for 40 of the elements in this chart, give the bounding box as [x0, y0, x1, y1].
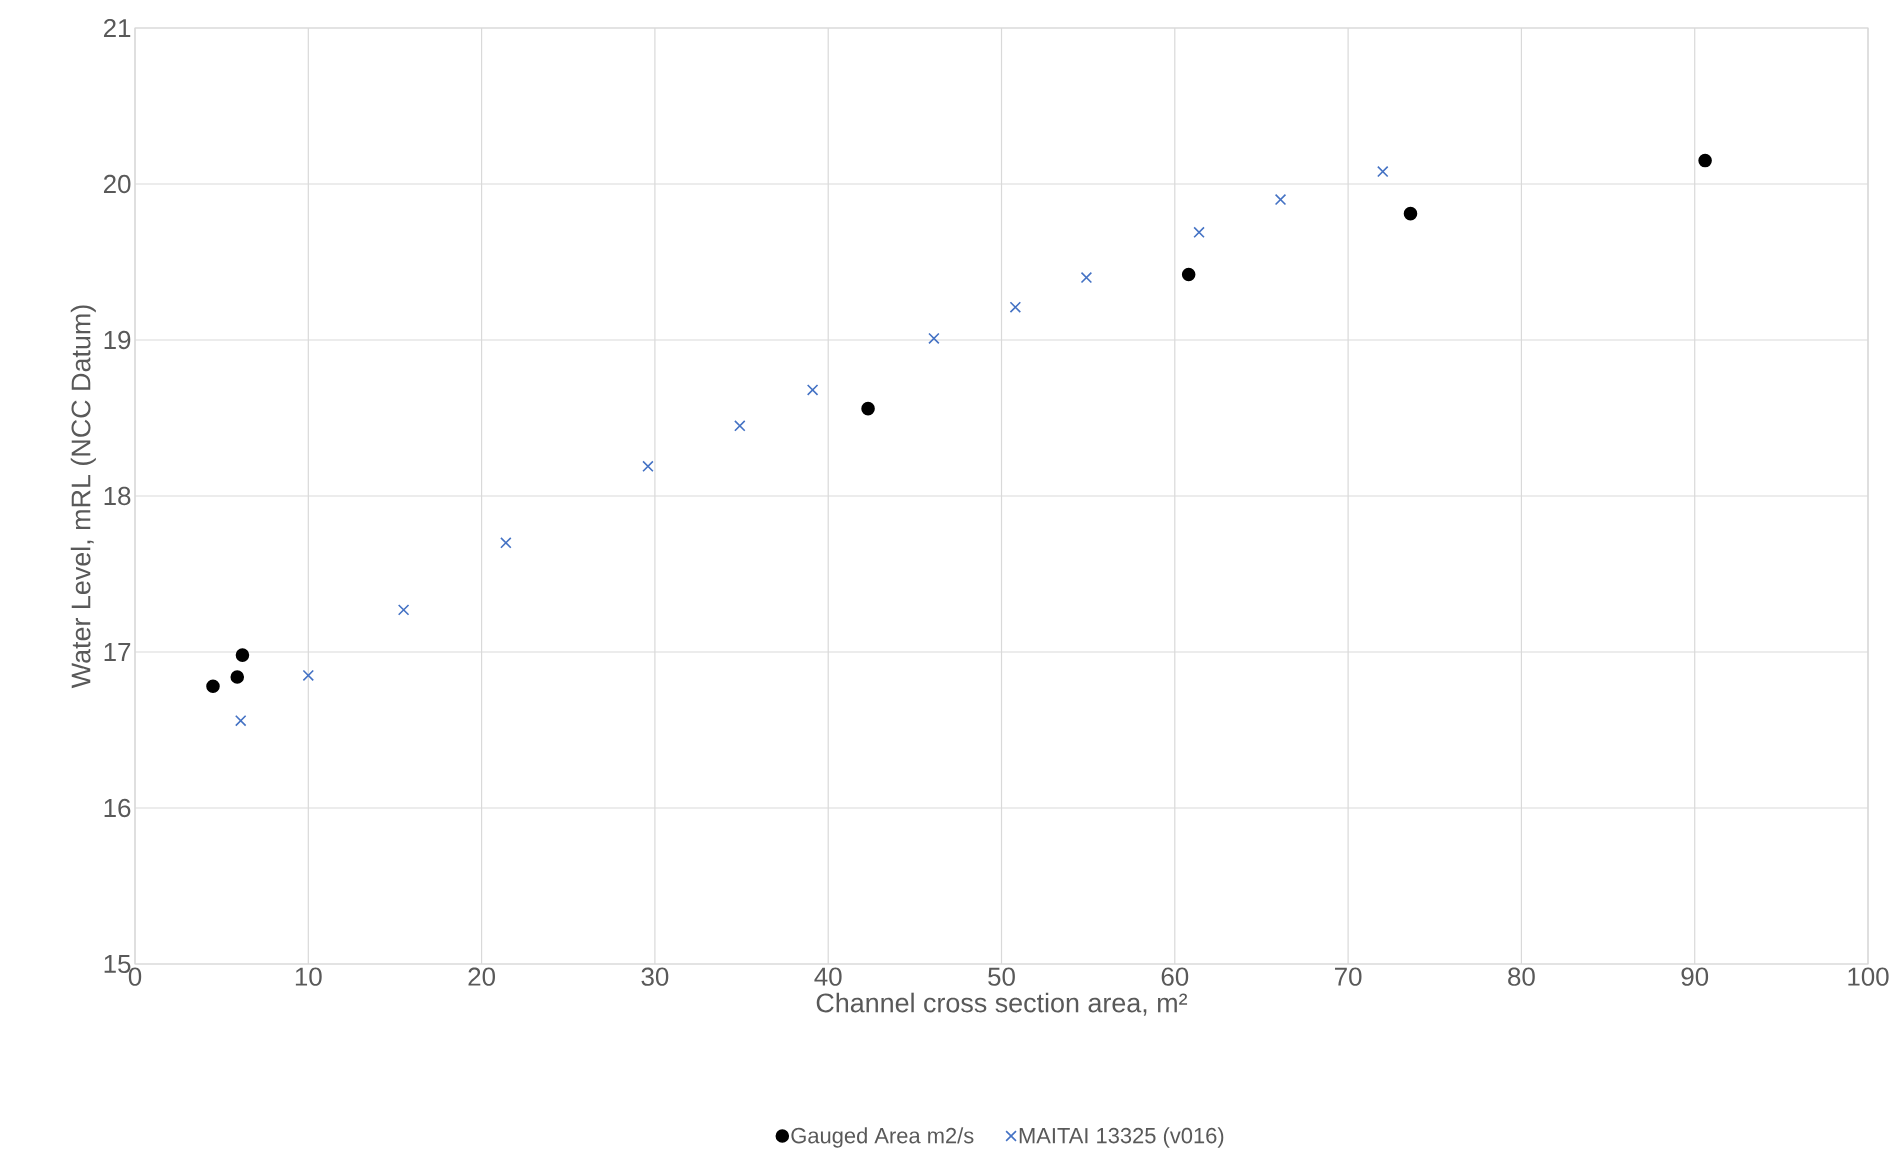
point	[500, 537, 512, 549]
point	[642, 460, 654, 473]
point	[234, 714, 247, 727]
y-tick-label: 21	[103, 18, 131, 38]
y-tick-label: 20	[103, 174, 131, 194]
x-tick-label: 40	[814, 967, 842, 986]
x-tick-label: 90	[1681, 967, 1709, 986]
y-tick-label: 16	[104, 798, 131, 818]
x-tick-label: 80	[1508, 967, 1535, 986]
point	[1698, 153, 1712, 168]
y-tick-label: 17	[104, 643, 131, 661]
y-axis-title: Water Level, mRL (NCC Datum)	[70, 305, 96, 689]
x-tick-label: 30	[641, 967, 669, 986]
point	[1193, 226, 1205, 239]
point	[235, 648, 250, 662]
y-tick-label: 18	[104, 486, 131, 506]
point	[861, 401, 875, 416]
point	[1009, 301, 1022, 313]
x-tick-label: 60	[1161, 967, 1189, 986]
point	[397, 604, 410, 616]
point	[302, 669, 315, 682]
x-axis-title: Channel cross section area, m²	[816, 992, 1188, 1016]
point	[734, 420, 746, 432]
x-tick-label: 100	[1848, 967, 1889, 986]
y-tick-label: 19	[104, 330, 131, 350]
x-tick-label: 10	[295, 967, 322, 986]
point	[1377, 165, 1389, 178]
point	[206, 679, 220, 694]
x-tick-label: 50	[988, 967, 1015, 986]
point	[1080, 271, 1093, 284]
legend-label: MAITAI 13325 (v016)	[1019, 1127, 1224, 1148]
legend-label: Gauged Area m2/s	[791, 1127, 974, 1148]
point	[928, 332, 940, 345]
x-tick-label: 70	[1335, 967, 1362, 986]
point	[1403, 206, 1418, 221]
x-tick-label: 20	[468, 967, 495, 986]
point	[230, 670, 245, 684]
point	[1181, 267, 1196, 282]
point	[806, 384, 819, 396]
point	[1274, 193, 1287, 206]
